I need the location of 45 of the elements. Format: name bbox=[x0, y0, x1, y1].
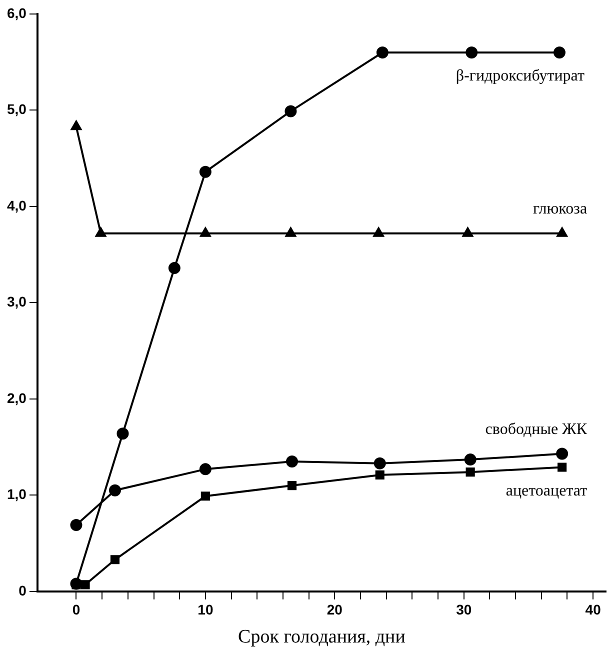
point bbox=[376, 46, 388, 58]
point bbox=[466, 468, 475, 477]
point bbox=[110, 555, 120, 564]
point bbox=[374, 457, 386, 470]
y-tick-label: 4,0 bbox=[6, 197, 27, 214]
point bbox=[466, 46, 478, 58]
y-tick-label: 2,0 bbox=[6, 390, 27, 406]
point bbox=[287, 481, 297, 490]
point bbox=[286, 455, 298, 468]
point bbox=[80, 580, 90, 590]
point bbox=[284, 105, 297, 118]
point bbox=[116, 428, 129, 440]
point bbox=[70, 519, 82, 531]
point bbox=[462, 227, 474, 237]
x-tick-label: 30 bbox=[456, 602, 472, 618]
point bbox=[558, 462, 567, 472]
y-tick-label: 3,0 bbox=[6, 294, 27, 310]
point bbox=[70, 120, 82, 130]
point bbox=[199, 463, 212, 476]
y-tick-label: 1,0 bbox=[6, 486, 27, 502]
point bbox=[200, 492, 210, 501]
series-label: глюкоза bbox=[532, 200, 588, 218]
series-label: β-гидроксибутират bbox=[456, 68, 584, 85]
y-tick-label: 6,0 bbox=[6, 4, 27, 21]
point bbox=[553, 46, 566, 58]
x-tick-label: 40 bbox=[585, 602, 602, 618]
series-label: ацетоацетат bbox=[506, 482, 588, 500]
x-tick-label: 10 bbox=[198, 602, 214, 618]
series-label: свободные ЖК bbox=[485, 420, 588, 438]
point bbox=[200, 227, 211, 237]
point bbox=[108, 484, 121, 496]
point bbox=[285, 227, 296, 237]
point bbox=[95, 227, 106, 237]
y-tick-label: 5,0 bbox=[6, 101, 27, 118]
point bbox=[464, 454, 476, 466]
point bbox=[556, 448, 568, 460]
point bbox=[373, 227, 384, 237]
point bbox=[168, 262, 180, 274]
x-tick-label: 0 bbox=[72, 602, 80, 618]
point bbox=[556, 227, 568, 237]
x-tick-label: 20 bbox=[326, 602, 343, 618]
y-tick-label: 0 bbox=[18, 582, 27, 598]
x-axis-title: Срок голодания, дни bbox=[238, 626, 406, 648]
point bbox=[199, 166, 212, 178]
point bbox=[375, 470, 384, 480]
